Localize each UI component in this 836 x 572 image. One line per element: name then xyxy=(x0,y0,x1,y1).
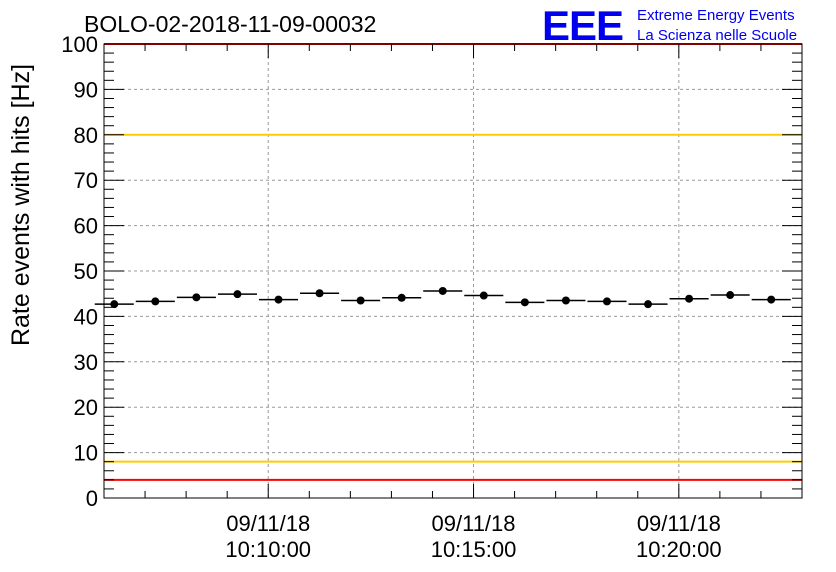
data-point xyxy=(767,295,776,304)
x-tick-time: 10:20:00 xyxy=(636,537,722,562)
y-tick-label: 50 xyxy=(74,259,98,284)
data-point xyxy=(397,293,406,302)
y-tick-label: 100 xyxy=(61,32,98,57)
eee-logo-line2: La Scienza nelle Scuole xyxy=(637,27,797,44)
data-point xyxy=(315,289,324,298)
y-tick-label: 40 xyxy=(74,304,98,329)
eee-logo: EEE Extreme Energy Events La Scienza nel… xyxy=(542,2,797,49)
data-point xyxy=(438,286,447,295)
data-point xyxy=(151,297,160,306)
data-point xyxy=(644,300,653,309)
x-tick-date: 09/11/18 xyxy=(226,511,310,536)
eee-logo-line1: Extreme Energy Events xyxy=(637,7,795,24)
y-tick-label: 20 xyxy=(74,395,98,420)
data-point xyxy=(520,298,529,307)
axis-ticks xyxy=(103,43,803,499)
data-point xyxy=(274,295,283,304)
x-tick-date: 09/11/18 xyxy=(637,511,721,536)
x-tick-time: 10:10:00 xyxy=(225,537,311,562)
data-point xyxy=(233,290,242,299)
y-tick-labels: 0 10 20 30 40 50 60 70 80 90 100 xyxy=(61,32,98,511)
grid-lines xyxy=(104,44,802,498)
x-tick-date: 09/11/18 xyxy=(432,511,516,536)
y-axis-label: Rate events with hits [Hz] xyxy=(7,64,35,346)
reference-lines xyxy=(104,43,802,481)
x-tick-time: 10:15:00 xyxy=(431,537,517,562)
data-point xyxy=(561,296,570,305)
data-point xyxy=(602,297,611,306)
y-tick-label: 80 xyxy=(74,123,98,148)
y-tick-label: 10 xyxy=(74,441,98,466)
data-point xyxy=(110,300,119,309)
y-tick-label: 90 xyxy=(74,77,98,102)
data-point xyxy=(356,296,365,305)
y-tick-label: 70 xyxy=(74,168,98,193)
data-point xyxy=(726,291,735,300)
eee-logo-mark: EEE xyxy=(542,2,623,49)
data-points xyxy=(94,286,791,309)
data-point xyxy=(192,293,201,302)
x-tick-labels: 09/11/1810:10:0009/11/1810:15:0009/11/18… xyxy=(225,511,721,562)
data-point xyxy=(479,291,488,300)
y-tick-label: 60 xyxy=(74,214,98,239)
data-point xyxy=(685,294,694,303)
y-tick-label: 30 xyxy=(74,350,98,375)
y-tick-label: 0 xyxy=(86,486,98,511)
chart-title: BOLO-02-2018-11-09-00032 xyxy=(84,11,376,37)
